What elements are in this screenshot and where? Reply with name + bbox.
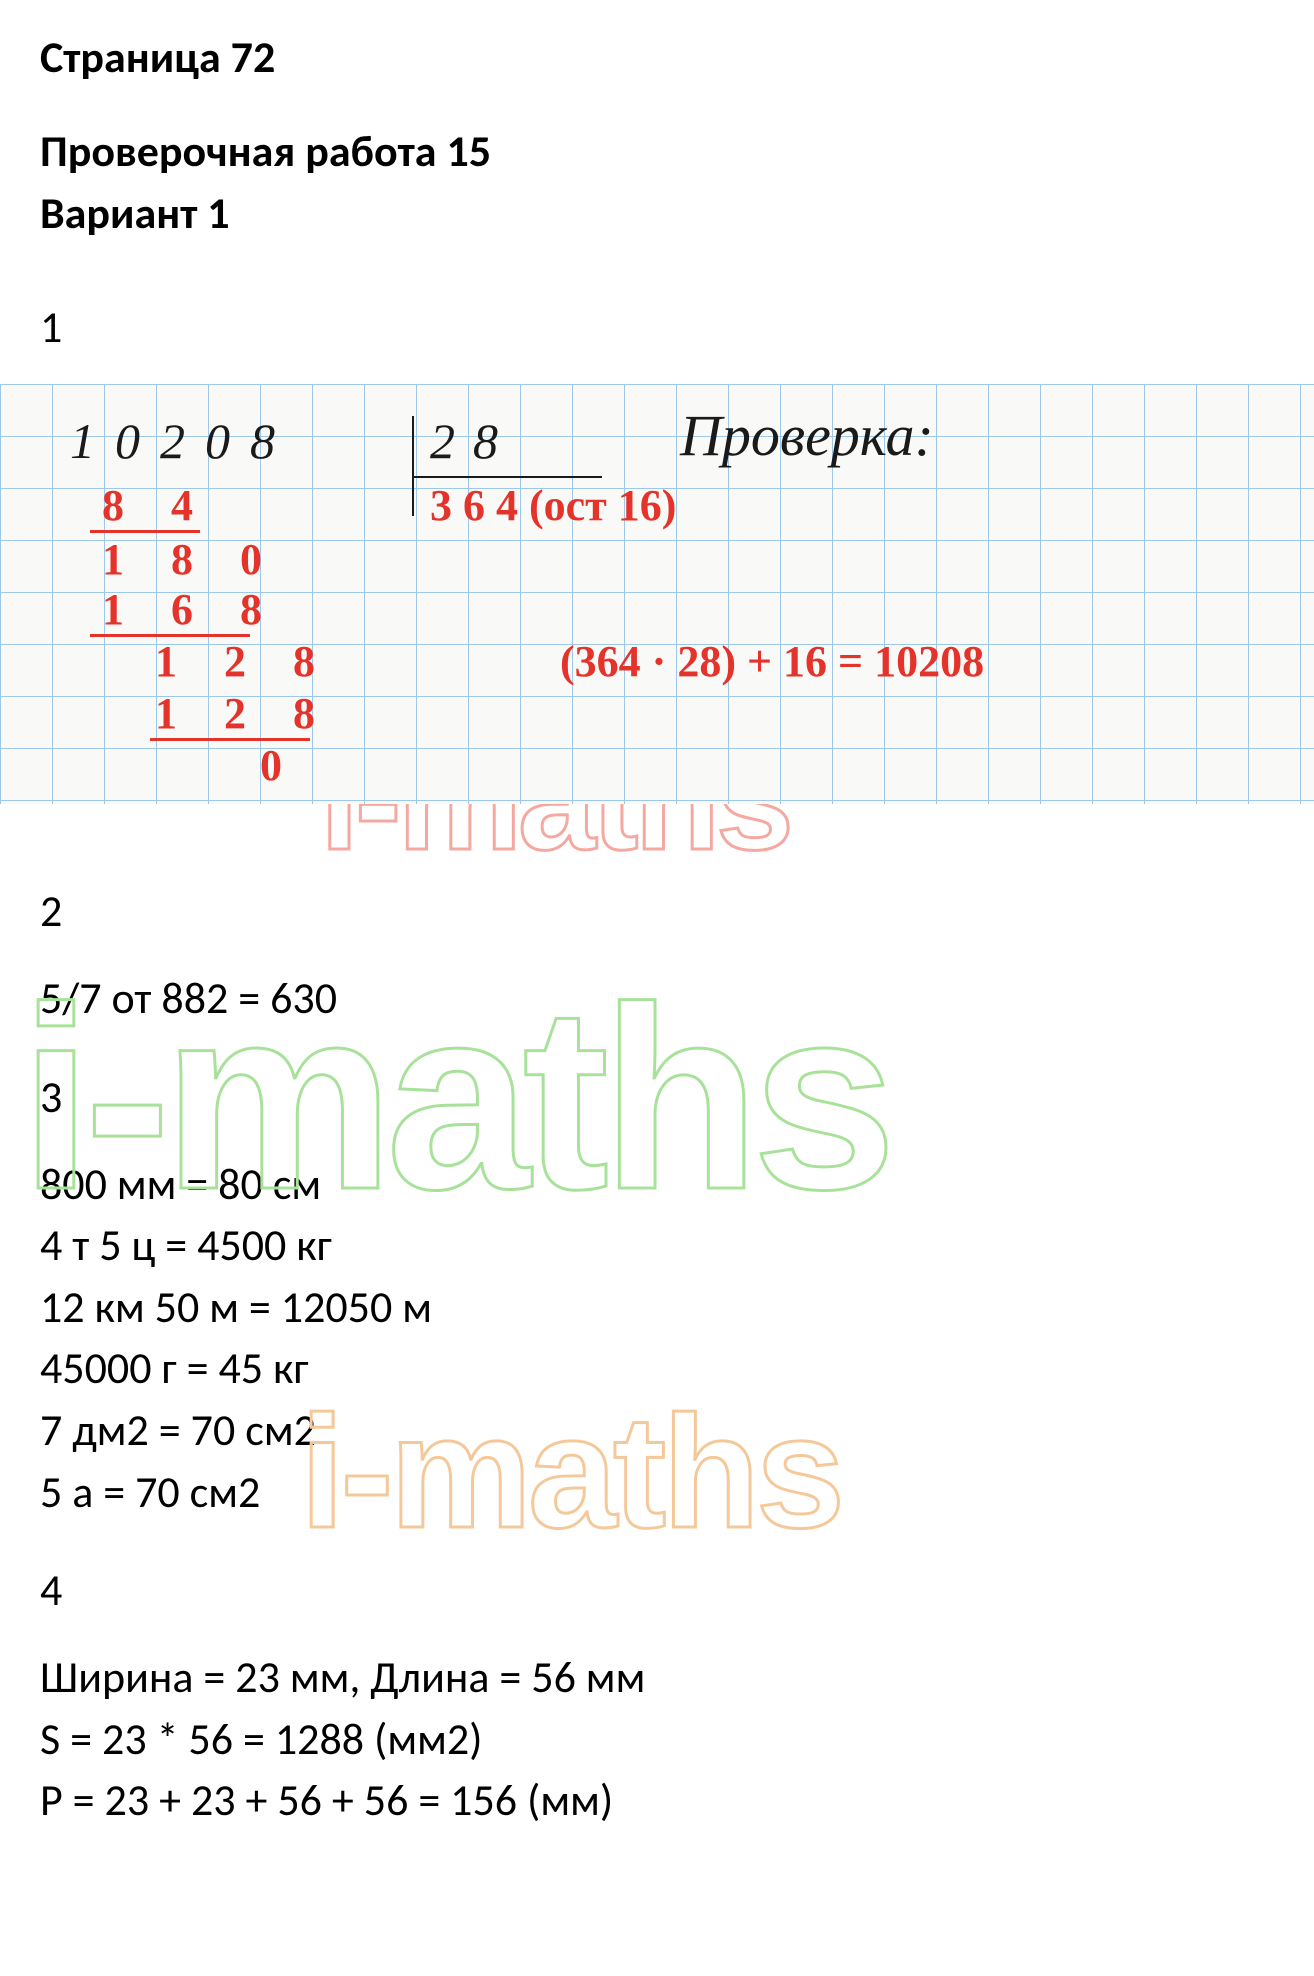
step-0: 0 — [260, 740, 300, 791]
check-equation: (364 · 28) + 16 = 10208 — [560, 636, 984, 687]
question-4-number: 4 — [0, 1563, 1314, 1617]
division-bracket-vertical — [412, 416, 414, 516]
check-label: Проверка: — [680, 402, 934, 469]
q3-line-5: 5 а = 70 см2 — [0, 1462, 1314, 1524]
q2-line: 5/7 от 882 = 630 — [0, 968, 1314, 1030]
q3-line-2: 12 км 50 м = 12050 м — [0, 1277, 1314, 1339]
step-128a: 1 2 8 — [155, 636, 333, 687]
division-bracket-horizontal — [412, 476, 602, 478]
q4-line-1: S = 23 * 56 = 1288 (мм2) — [0, 1709, 1314, 1771]
long-division-grid: 10208 28 Проверка: 3 6 4 (ост 16) 8 4 1 … — [0, 384, 1314, 804]
page-title: Страница 72 — [40, 30, 1274, 84]
dividend: 10208 — [70, 412, 295, 470]
variant-title: Вариант 1 — [40, 186, 1274, 240]
step-128b: 1 2 8 — [155, 688, 333, 739]
quotient: 3 6 4 (ост 16) — [430, 480, 676, 531]
q4-line-0: Ширина = 23 мм, Длина = 56 мм — [0, 1647, 1314, 1709]
step-84: 8 4 — [102, 480, 211, 531]
question-2-number: 2 — [0, 884, 1314, 938]
q3-line-0: 800 мм = 80 см — [0, 1154, 1314, 1216]
question-3-number: 3 — [0, 1070, 1314, 1124]
q3-line-3: 45000 г = 45 кг — [0, 1338, 1314, 1400]
q4-line-2: P = 23 + 23 + 56 + 56 = 156 (мм) — [0, 1770, 1314, 1832]
underline-1 — [90, 530, 200, 533]
step-180: 1 8 0 — [102, 534, 280, 585]
question-1-number: 1 — [0, 300, 1314, 354]
step-168: 1 6 8 — [102, 584, 280, 635]
work-title: Проверочная работа 15 — [40, 124, 1274, 178]
divisor: 28 — [430, 412, 516, 470]
q3-line-1: 4 т 5 ц = 4500 кг — [0, 1215, 1314, 1277]
q3-line-4: 7 дм2 = 70 см2 — [0, 1400, 1314, 1462]
